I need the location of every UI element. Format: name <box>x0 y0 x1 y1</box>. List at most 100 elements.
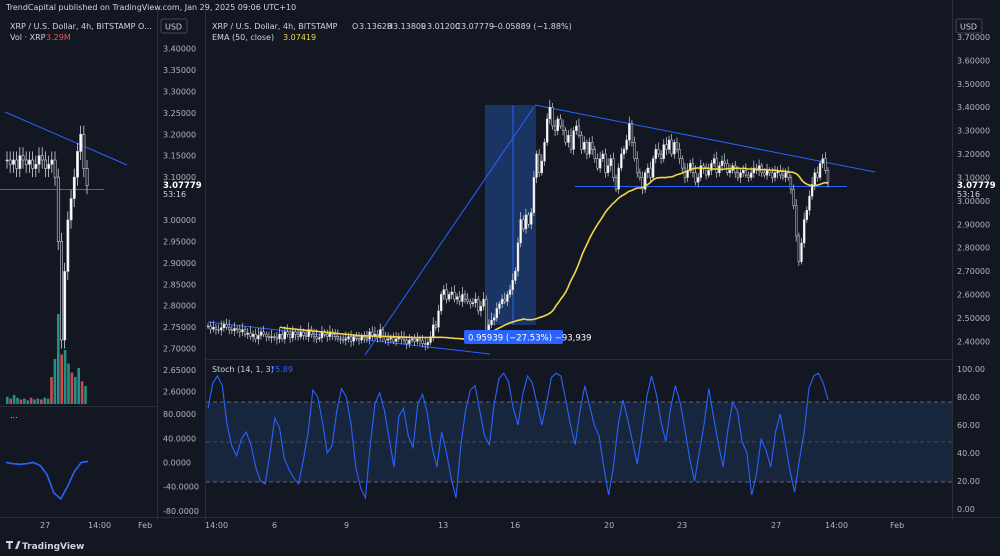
price-tick: 3.70000 <box>957 33 990 42</box>
price-tick: 3.30000 <box>957 127 990 136</box>
candle-body <box>710 163 713 171</box>
candle-body <box>492 317 496 321</box>
candle-body <box>543 142 546 162</box>
candle-body <box>228 326 231 330</box>
candle-body <box>458 296 461 302</box>
candle-body <box>530 212 533 225</box>
measure-label: 0.95939 (−27.53%) −93,939 <box>464 330 592 344</box>
candle-body <box>466 298 469 302</box>
volume-bar <box>12 395 16 404</box>
candle-body <box>813 172 816 185</box>
candle-body <box>604 153 607 174</box>
candle-body <box>455 296 459 300</box>
candle-body <box>757 165 761 171</box>
candle-body <box>249 332 252 337</box>
candle-body <box>347 336 350 340</box>
candle-body <box>538 153 541 174</box>
candle-body <box>699 165 702 178</box>
candle-body <box>286 331 289 335</box>
price-tick: 2.60000 <box>957 290 990 299</box>
candle-body <box>339 338 342 340</box>
tradingview-logo[interactable]: TradingView <box>6 541 84 552</box>
left-candle-body <box>50 159 54 165</box>
volume-bar <box>46 398 50 404</box>
left-candle-body <box>76 151 79 178</box>
candle-body <box>434 324 438 328</box>
ema-value: 3.07419 <box>283 33 316 42</box>
left-osc-tick: -80.0000 <box>163 507 199 516</box>
candle-body <box>447 294 451 300</box>
volume-bar <box>16 397 19 404</box>
candle-body <box>797 235 801 262</box>
candle-body <box>535 153 538 178</box>
candle-body <box>644 172 647 190</box>
panel-frames <box>0 0 1000 520</box>
candle-body <box>310 329 313 335</box>
candle-body <box>617 167 620 190</box>
candle-body <box>408 339 411 344</box>
left-candle-body <box>69 198 73 221</box>
volume-bar <box>6 396 9 404</box>
candle-body <box>500 298 504 305</box>
candle-body <box>254 334 257 340</box>
main-price-candles <box>206 99 830 351</box>
usd-button-right[interactable]: USD <box>955 18 983 34</box>
candle-body <box>418 338 422 341</box>
candle-body <box>723 160 726 164</box>
candle-body <box>217 329 220 331</box>
candle-body <box>238 329 241 333</box>
candle-body <box>389 337 392 340</box>
candle-body <box>315 336 318 340</box>
left-candle-body <box>8 159 12 165</box>
candle-body <box>291 331 294 339</box>
volume-bar <box>63 350 67 404</box>
right-price-tag: 3.07779 53:16 <box>957 181 996 199</box>
candle-body <box>442 289 445 295</box>
candle-body <box>816 172 819 178</box>
candle-body <box>622 149 626 155</box>
left-price-tick: 3.40000 <box>163 45 196 54</box>
left-time-tick: 27 <box>40 521 50 530</box>
left-candle-body <box>37 155 41 165</box>
candle-body <box>614 177 618 190</box>
price-tick: 3.00000 <box>957 197 990 206</box>
candle-body <box>561 125 565 131</box>
volume-bar <box>80 381 84 404</box>
candle-body <box>257 335 260 340</box>
left-oscillator-line <box>5 460 89 501</box>
main-symbol: XRP / U.S. Dollar, 4h, BITSTAMP <box>212 22 338 31</box>
candle-body <box>514 270 517 281</box>
candle-body <box>681 158 684 169</box>
candle-body <box>567 135 570 143</box>
price-tick: 3.60000 <box>957 56 990 65</box>
candle-body <box>243 329 247 335</box>
candle-body <box>580 135 583 150</box>
candle-body <box>673 142 676 155</box>
candle-body <box>736 172 740 178</box>
candle-body <box>344 338 347 341</box>
candle-body <box>429 336 432 343</box>
left-price-tick: 3.30000 <box>163 87 196 96</box>
left-time-tick: Feb <box>138 521 152 530</box>
candle-body <box>765 170 769 176</box>
candle-body <box>638 172 642 178</box>
candle-body <box>633 142 636 159</box>
candle-body <box>402 338 406 341</box>
candle-body <box>540 160 544 174</box>
candle-body <box>469 301 472 305</box>
candle-body <box>233 328 236 331</box>
candle-body <box>670 139 673 155</box>
candle-body <box>355 336 358 339</box>
candle-body <box>628 123 631 141</box>
candle-body <box>341 339 345 341</box>
candle-body <box>320 331 324 339</box>
candle-body <box>657 149 660 155</box>
candle-body <box>259 331 263 336</box>
candle-body <box>304 335 308 337</box>
candle-body <box>334 334 337 337</box>
volume-bar <box>19 399 23 404</box>
usd-button-left[interactable]: USD <box>160 18 188 34</box>
candle-body <box>773 172 777 178</box>
usd-button-left-label: USD <box>165 23 182 32</box>
